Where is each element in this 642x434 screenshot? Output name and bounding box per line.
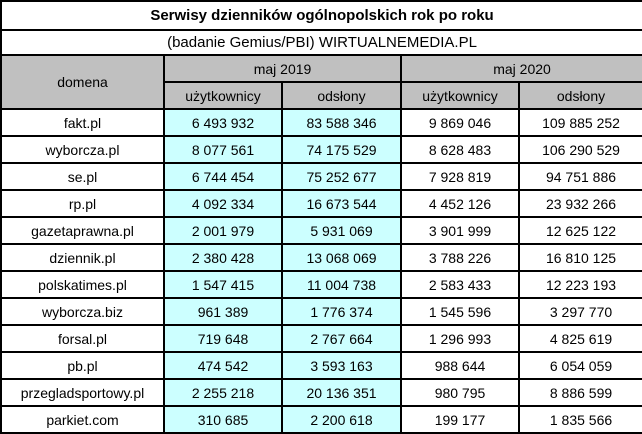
table-row: parkiet.com 310 685 2 200 618 199 177 1 … [0,405,642,434]
cell-users-2020: 3 788 226 [400,243,520,272]
cell-views-2019: 16 673 544 [281,189,402,218]
table-row: przegladsportowy.pl 2 255 218 20 136 351… [0,378,642,407]
table-row: forsal.pl 719 648 2 767 664 1 296 993 4 … [0,324,642,353]
cell-views-2019: 1 776 374 [281,297,402,326]
cell-domena: wyborcza.biz [0,297,165,326]
table-row: fakt.pl 6 493 932 83 588 346 9 869 046 1… [0,108,642,137]
cell-domena: pb.pl [0,351,165,380]
table-row: polskatimes.pl 1 547 415 11 004 738 2 58… [0,270,642,299]
table-row: pb.pl 474 542 3 593 163 988 644 6 054 05… [0,351,642,380]
cell-views-2019: 83 588 346 [281,108,402,137]
cell-domena: gazetaprawna.pl [0,216,165,245]
cell-views-2019: 75 252 677 [281,162,402,191]
table-title: Serwisy dzienników ogólnopolskich rok po… [0,0,642,31]
cell-users-2019: 4 092 334 [163,189,283,218]
cell-views-2020: 6 054 059 [517,351,642,380]
cell-views-2020: 3 297 770 [517,297,642,326]
table-row: wyborcza.pl 8 077 561 74 175 529 8 628 4… [0,135,642,164]
table-row: rp.pl 4 092 334 16 673 544 4 452 126 23 … [0,189,642,218]
cell-users-2020: 9 869 046 [400,108,520,137]
cell-domena: polskatimes.pl [0,270,165,299]
cell-domena: przegladsportowy.pl [0,378,165,407]
table-subtitle: (badanie Gemius/PBI) WIRTUALNEMEDIA.PL [0,29,642,56]
cell-views-2019: 11 004 738 [281,270,402,299]
cell-users-2020: 8 628 483 [400,135,520,164]
column-header-views-2020: odsłony [517,81,642,110]
cell-users-2019: 961 389 [163,297,283,326]
cell-users-2019: 2 001 979 [163,216,283,245]
cell-views-2020: 1 835 566 [517,405,642,434]
cell-views-2020: 106 290 529 [517,135,642,164]
cell-views-2019: 74 175 529 [281,135,402,164]
column-group-maj-2020: maj 2020 [399,54,642,83]
cell-views-2020: 4 825 619 [517,324,642,353]
column-header-users-2020: użytkownicy [400,81,520,110]
column-header-users-2019: użytkownicy [163,81,283,110]
table-row: wyborcza.biz 961 389 1 776 374 1 545 596… [0,297,642,326]
cell-views-2020: 23 932 266 [517,189,642,218]
cell-views-2020: 8 886 599 [517,378,642,407]
cell-domena: fakt.pl [0,108,165,137]
table-row: se.pl 6 744 454 75 252 677 7 928 819 94 … [0,162,642,191]
cell-domena: forsal.pl [0,324,165,353]
cell-views-2019: 2 767 664 [281,324,402,353]
cell-users-2019: 474 542 [163,351,283,380]
cell-domena: parkiet.com [0,405,165,434]
cell-views-2020: 12 625 122 [517,216,642,245]
cell-views-2020: 109 885 252 [517,108,642,137]
cell-users-2020: 3 901 999 [400,216,520,245]
cell-views-2019: 2 200 618 [281,405,402,434]
cell-users-2019: 2 380 428 [163,243,283,272]
cell-users-2020: 199 177 [400,405,520,434]
cell-users-2019: 2 255 218 [163,378,283,407]
cell-users-2019: 6 744 454 [163,162,283,191]
cell-users-2019: 6 493 932 [163,108,283,137]
cell-views-2019: 20 136 351 [281,378,402,407]
cell-views-2020: 12 223 193 [517,270,642,299]
cell-users-2019: 8 077 561 [163,135,283,164]
cell-users-2020: 4 452 126 [400,189,520,218]
cell-users-2020: 2 583 433 [400,270,520,299]
cell-domena: dziennik.pl [0,243,165,272]
cell-users-2019: 719 648 [163,324,283,353]
cell-views-2019: 3 593 163 [281,351,402,380]
cell-domena: rp.pl [0,189,165,218]
cell-users-2020: 980 795 [400,378,520,407]
column-header-views-2019: odsłony [281,81,402,110]
cell-views-2019: 5 931 069 [281,216,402,245]
cell-users-2020: 988 644 [400,351,520,380]
cell-views-2020: 16 810 125 [517,243,642,272]
table-row: dziennik.pl 2 380 428 13 068 069 3 788 2… [0,243,642,272]
cell-users-2020: 1 296 993 [400,324,520,353]
cell-domena: wyborcza.pl [0,135,165,164]
cell-users-2019: 1 547 415 [163,270,283,299]
cell-views-2019: 13 068 069 [281,243,402,272]
column-header-domena: domena [0,54,165,110]
cell-users-2020: 1 545 596 [400,297,520,326]
cell-users-2020: 7 928 819 [400,162,520,191]
cell-views-2020: 94 751 886 [517,162,642,191]
column-group-maj-2019: maj 2019 [163,54,402,83]
cell-users-2019: 310 685 [163,405,283,434]
table-row: gazetaprawna.pl 2 001 979 5 931 069 3 90… [0,216,642,245]
cell-domena: se.pl [0,162,165,191]
